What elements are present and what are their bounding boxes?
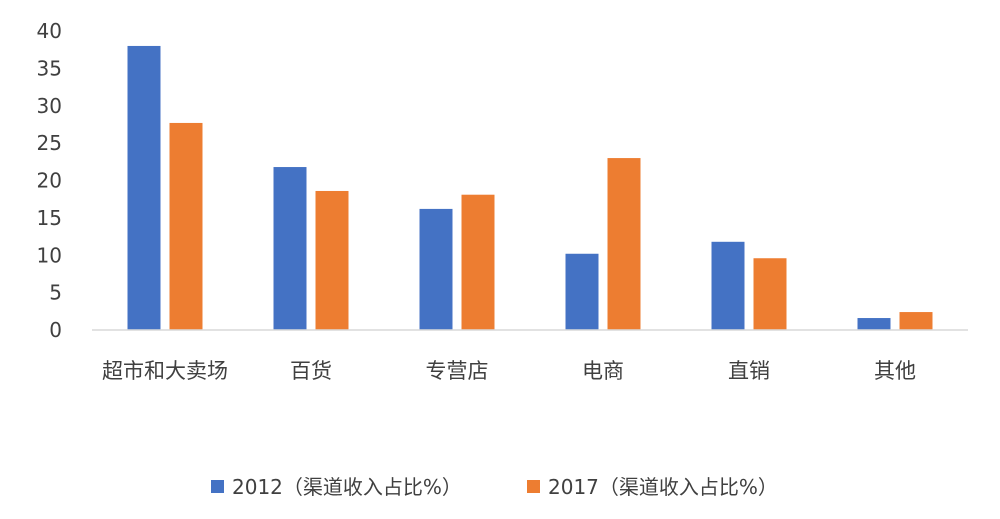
x-category-label: 电商 (582, 359, 624, 383)
bars (127, 45, 933, 330)
legend-label: 2017（渠道收入占比%） (548, 475, 778, 499)
bar-series-2 (315, 190, 349, 330)
y-tick-label: 25 (37, 131, 62, 155)
x-category-label: 专营店 (426, 359, 489, 383)
y-tick-label: 20 (37, 169, 62, 193)
x-category-label: 百货 (290, 359, 332, 383)
y-tick-label: 15 (37, 206, 62, 230)
y-tick-label: 40 (37, 19, 62, 43)
y-tick-label: 30 (37, 94, 62, 118)
y-tick-label: 5 (49, 281, 62, 305)
bar-series-1 (565, 253, 599, 330)
bar-series-2 (169, 122, 203, 330)
bar-series-1 (419, 208, 453, 330)
bar-series-2 (461, 194, 495, 330)
x-category-label: 直销 (728, 359, 770, 383)
bar-series-1 (857, 318, 891, 330)
bar-series-1 (127, 45, 161, 330)
bar-series-1 (711, 241, 745, 330)
legend-swatch (527, 480, 540, 493)
y-tick-label: 0 (49, 318, 62, 342)
x-category-label: 其他 (874, 359, 916, 383)
bar-series-1 (273, 167, 307, 330)
bar-series-2 (607, 158, 641, 330)
legend: 2012（渠道收入占比%） 2017（渠道收入占比%） (211, 475, 778, 499)
y-axis: 0 5 10 15 20 25 30 35 40 (37, 19, 62, 342)
bar-series-2 (753, 258, 787, 330)
x-axis: 超市和大卖场 百货 专营店 电商 直销 其他 (102, 359, 916, 383)
bar-series-2 (899, 312, 933, 330)
legend-swatch (211, 480, 224, 493)
x-category-label: 超市和大卖场 (102, 359, 228, 383)
y-tick-label: 10 (37, 243, 62, 267)
legend-label: 2012（渠道收入占比%） (232, 475, 462, 499)
y-tick-label: 35 (37, 56, 62, 80)
